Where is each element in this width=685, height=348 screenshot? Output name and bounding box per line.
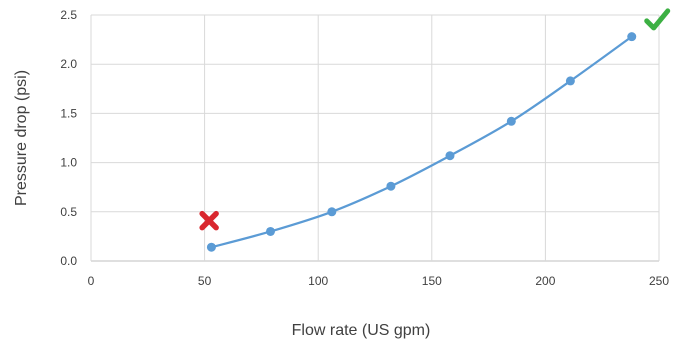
series-layer bbox=[206, 32, 637, 252]
x-tick-label: 100 bbox=[308, 274, 328, 288]
y-tick-label: 2.5 bbox=[60, 8, 77, 22]
data-point bbox=[627, 32, 637, 42]
x-tick-label: 0 bbox=[88, 274, 95, 288]
data-point bbox=[265, 226, 275, 236]
y-axis-title: Pressure drop (psi) bbox=[13, 70, 30, 206]
x-tick-label: 200 bbox=[535, 274, 555, 288]
data-point bbox=[565, 76, 575, 86]
x-tick-label: 50 bbox=[198, 274, 212, 288]
y-tick-label: 0.0 bbox=[60, 254, 77, 268]
x-tick-label: 150 bbox=[422, 274, 442, 288]
y-tick-label: 2.0 bbox=[60, 57, 77, 71]
gridlines bbox=[90, 14, 660, 262]
data-point bbox=[506, 116, 516, 126]
y-tick-label: 0.5 bbox=[60, 205, 77, 219]
y-tick-label: 1.0 bbox=[60, 156, 77, 170]
x-tick-label: 250 bbox=[649, 274, 669, 288]
data-point bbox=[386, 181, 396, 191]
x-axis-title: Flow rate (US gpm) bbox=[292, 322, 431, 339]
x-mark-icon bbox=[199, 210, 219, 231]
check-mark-icon bbox=[644, 8, 671, 31]
data-point bbox=[206, 242, 216, 252]
tick-labels: 0.0 0.5 1.0 1.5 2.0 2.5 0 50 100 150 200 250 bbox=[60, 8, 669, 288]
y-tick-label: 1.5 bbox=[60, 106, 77, 120]
data-point bbox=[327, 207, 337, 217]
annotations bbox=[199, 8, 671, 231]
series-line bbox=[211, 35, 633, 249]
data-point bbox=[445, 151, 455, 161]
